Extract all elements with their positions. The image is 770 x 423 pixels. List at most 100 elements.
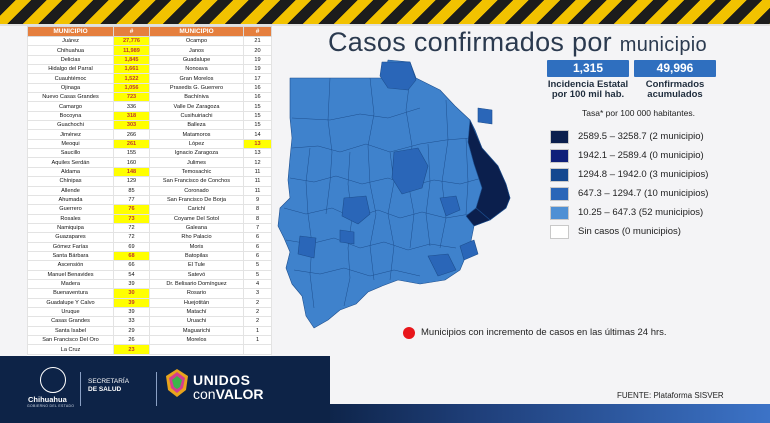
municipality-name-cell: Namiquipa bbox=[27, 222, 114, 234]
municipality-name-cell: Madera bbox=[27, 278, 114, 290]
legend-label: Sin casos (0 municipios) bbox=[578, 226, 681, 237]
state-subtitle: GOBIERNO DEL ESTADO bbox=[27, 404, 75, 408]
case-count-cell bbox=[243, 344, 272, 355]
municipality-name-cell: Meoqui bbox=[27, 138, 114, 150]
chihuahua-map bbox=[277, 59, 511, 329]
municipality-name-cell: Ojinaga bbox=[27, 82, 114, 94]
table-row: Guachochi 303 Balleza 15 bbox=[27, 120, 272, 131]
municipality-name-cell: San Francisco de Conchos bbox=[149, 176, 244, 187]
case-count-cell: 72 bbox=[113, 222, 150, 234]
secretaria-line2: DE SALUD bbox=[88, 386, 122, 393]
table-row: Rosales 73 Coyame Del Sotol 8 bbox=[27, 213, 272, 224]
municipality-name-cell: Galeana bbox=[149, 222, 244, 234]
legend-label: 1294.8 – 1942.0 (3 municipios) bbox=[578, 169, 709, 180]
municipality-name-cell: Cuauhtémoc bbox=[27, 73, 114, 84]
municipality-name-cell: San Francisco Del Oro bbox=[27, 334, 114, 346]
case-count-cell: 29 bbox=[113, 325, 150, 337]
case-count-cell: 20 bbox=[243, 45, 272, 56]
municipality-name-cell: Aquiles Serdán bbox=[27, 157, 114, 168]
municipality-name-cell: Satevó bbox=[149, 269, 244, 280]
case-count-cell: 4 bbox=[243, 278, 272, 290]
municipality-name-cell: Bocoyna bbox=[27, 110, 114, 122]
legend-swatch bbox=[550, 206, 569, 220]
case-count-cell: 16 bbox=[243, 82, 272, 94]
table-row: Madera 39 Dr. Belisario Domínguez 4 bbox=[27, 278, 272, 290]
region-ojinaga bbox=[465, 207, 491, 227]
table-row: Guazapares 72 Rho Palacio 6 bbox=[27, 232, 272, 243]
municipality-name-cell: Batopilas bbox=[149, 250, 244, 262]
case-count-cell: 6 bbox=[243, 241, 272, 252]
municipality-name-cell: Praxedis G. Guerrero bbox=[149, 82, 244, 94]
municipality-name-cell: Guazapares bbox=[27, 232, 114, 243]
case-count-cell: 39 bbox=[113, 297, 150, 308]
municipality-name-cell: Ascensión bbox=[27, 260, 114, 271]
case-count-cell: 12 bbox=[243, 157, 272, 168]
table-row: Aquiles Serdán 160 Julimes 12 bbox=[27, 157, 272, 168]
case-count-cell: 2 bbox=[243, 297, 272, 308]
case-count-cell: 11,989 bbox=[113, 45, 150, 56]
municipality-name-cell: Allende bbox=[27, 185, 114, 196]
table-row: Juárez 27,776 Ocampo 21 bbox=[27, 35, 272, 47]
table-row: La Cruz 23 bbox=[27, 344, 272, 355]
municipality-name-cell: Morelos bbox=[149, 334, 244, 346]
case-count-cell: 66 bbox=[113, 260, 150, 271]
case-count-cell: 16 bbox=[243, 92, 272, 103]
footer-divider-2 bbox=[156, 372, 157, 406]
table-row: Saucillo 155 Ignacio Zaragoza 13 bbox=[27, 148, 272, 159]
case-count-cell: 73 bbox=[113, 213, 150, 224]
municipality-name-cell: Temosachic bbox=[149, 166, 244, 178]
case-count-cell: 9 bbox=[243, 194, 272, 206]
municipality-name-cell: Nuevo Casas Grandes bbox=[27, 92, 114, 103]
title-small: municipio bbox=[619, 34, 707, 56]
municipality-name-cell: Chihuahua bbox=[27, 45, 114, 56]
case-count-cell: 5 bbox=[243, 269, 272, 280]
case-count-cell: 27,776 bbox=[113, 35, 150, 47]
table-row: Bocoyna 318 Cusihuiriachi 15 bbox=[27, 110, 272, 122]
case-count-cell: 15 bbox=[243, 110, 272, 122]
case-count-cell: 5 bbox=[243, 260, 272, 271]
municipality-name-cell: Julimes bbox=[149, 157, 244, 168]
table-row: Allende 85 Coronado 11 bbox=[27, 185, 272, 196]
convalor-text: conVALOR bbox=[193, 386, 264, 402]
confirmed-value: 49,996 bbox=[656, 61, 694, 75]
case-count-cell: 15 bbox=[243, 101, 272, 112]
case-count-cell: 266 bbox=[113, 129, 150, 140]
case-count-cell: 39 bbox=[113, 278, 150, 290]
table-row: Guerrero 76 Carichí 8 bbox=[27, 204, 272, 215]
table-row: Gómez Farías 69 Moris 6 bbox=[27, 241, 272, 252]
table-row: Santa Isabel 29 Maguarichi 1 bbox=[27, 325, 272, 337]
case-count-cell: 23 bbox=[113, 344, 150, 355]
municipality-name-cell: Ignacio Zaragoza bbox=[149, 148, 244, 159]
municipality-name-cell: Matamoros bbox=[149, 129, 244, 140]
case-count-cell: 8 bbox=[243, 204, 272, 215]
legend-swatch bbox=[550, 130, 569, 144]
region-nuevo-casas-grandes bbox=[379, 61, 417, 91]
municipality-name-cell: Gran Morelos bbox=[149, 73, 244, 84]
case-count-cell: 19 bbox=[243, 64, 272, 75]
municipality-name-cell: Uruque bbox=[27, 306, 114, 318]
municipality-name-cell: Santa Isabel bbox=[27, 325, 114, 337]
case-count-cell: 723 bbox=[113, 92, 150, 103]
confirmed-value-box: 49,996 bbox=[634, 60, 716, 77]
municipality-name-cell: Dr. Belisario Domínguez bbox=[149, 278, 244, 290]
municipality-name-cell: Rosales bbox=[27, 213, 114, 224]
table-header-cell: # bbox=[113, 26, 150, 37]
state-outline bbox=[277, 59, 511, 329]
case-count-cell: 26 bbox=[113, 334, 150, 346]
case-count-cell: 148 bbox=[113, 166, 150, 178]
increment-marker-icon bbox=[403, 327, 415, 339]
table-row: Meoqui 261 López 13 bbox=[27, 138, 272, 150]
con-text: con bbox=[193, 386, 216, 402]
municipality-name-cell: El Tule bbox=[149, 260, 244, 271]
table-row: Manuel Benavides 54 Satevó 5 bbox=[27, 269, 272, 280]
case-count-cell: 85 bbox=[113, 185, 150, 196]
banner-divider bbox=[0, 24, 770, 26]
municipality-name-cell: Casas Grandes bbox=[27, 316, 114, 327]
case-count-cell: 11 bbox=[243, 185, 272, 196]
legend-label: 1942.1 – 2589.4 (0 municipio) bbox=[578, 150, 704, 161]
case-count-cell: 155 bbox=[113, 148, 150, 159]
rate-note: Tasa* por 100 000 habitantes. bbox=[582, 108, 695, 118]
title-main: Casos confirmados por bbox=[328, 27, 612, 57]
table-row: Chihuahua 11,989 Janos 20 bbox=[27, 45, 272, 56]
table-row: Uruque 39 Matachí 2 bbox=[27, 306, 272, 318]
